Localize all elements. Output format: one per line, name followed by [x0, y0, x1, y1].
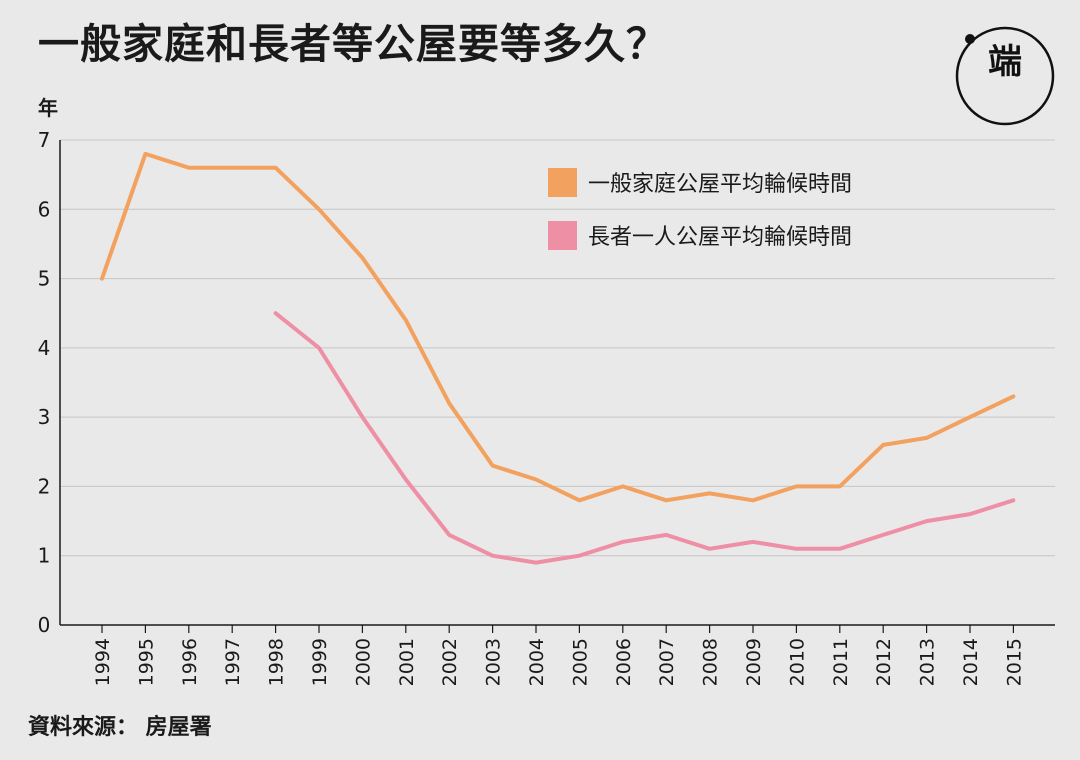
- x-tick-label-1996: 1996: [179, 638, 201, 686]
- series-0-point-1997: [230, 166, 234, 170]
- x-tick-label-2010: 2010: [786, 638, 808, 686]
- series-1-point-2014: [968, 512, 972, 516]
- y-tick-label-1: 1: [38, 544, 51, 568]
- source-note: 資料來源： 房屋署: [28, 715, 212, 740]
- series-0-point-2009: [751, 498, 755, 502]
- series-1-point-1999: [317, 346, 321, 350]
- series-0-point-1996: [187, 166, 191, 170]
- series-0-point-2004: [534, 478, 538, 481]
- y-tick-label-6: 6: [38, 197, 51, 221]
- x-tick-label-1994: 1994: [92, 638, 114, 686]
- series-1-point-2013: [925, 519, 929, 523]
- x-tick-label-2005: 2005: [569, 638, 591, 686]
- y-tick-label-2: 2: [38, 474, 51, 498]
- logo-icon: 端: [955, 26, 1055, 126]
- series-1-point-2007: [664, 533, 668, 537]
- series-0-point-1995: [143, 152, 147, 156]
- series-1-point-2012: [881, 533, 885, 537]
- legend-label-0: 一般家庭公屋平均輪候時間: [588, 172, 852, 197]
- series-line-1: [273, 311, 1016, 565]
- series-1-point-2005: [577, 554, 581, 558]
- logo-text: 端: [988, 42, 1022, 82]
- x-tick-label-1997: 1997: [222, 638, 244, 686]
- series-0-point-2012: [881, 443, 885, 447]
- y-tick-label-7: 7: [38, 128, 51, 152]
- series-1-point-2008: [708, 547, 712, 551]
- x-tick-label-2008: 2008: [700, 638, 722, 686]
- series-0-point-2013: [925, 436, 929, 440]
- series-1-point-2009: [751, 540, 755, 544]
- series-1-point-2011: [838, 547, 842, 551]
- x-tick-label-1999: 1999: [309, 638, 331, 686]
- x-tick-label-2009: 2009: [743, 638, 765, 686]
- series-1-point-2015: [1011, 498, 1015, 502]
- chart-title: 一般家庭和長者等公屋要等多久？: [38, 20, 668, 68]
- series-0-point-2011: [838, 484, 842, 488]
- series-0-point-2005: [577, 498, 581, 502]
- series-1-point-2010: [794, 547, 798, 551]
- x-tick-label-2007: 2007: [656, 638, 678, 686]
- x-tick-label-1998: 1998: [266, 638, 288, 686]
- x-tick-label-2003: 2003: [483, 638, 505, 686]
- x-tick-label-2004: 2004: [526, 638, 548, 686]
- series-1-point-2002: [447, 533, 451, 537]
- legend-swatch-1: [548, 221, 577, 250]
- x-tick-label-2014: 2014: [960, 638, 982, 686]
- series-0-point-2010: [794, 484, 798, 488]
- x-tick-label-1995: 1995: [135, 638, 157, 686]
- series-0-point-1994: [100, 277, 104, 281]
- x-tick-label-2013: 2013: [917, 638, 939, 686]
- x-tick-label-2000: 2000: [352, 638, 374, 686]
- series-1-point-2003: [491, 554, 495, 558]
- series-0-point-2001: [404, 318, 408, 322]
- series-line-0: [100, 151, 1016, 503]
- x-tick-label-2001: 2001: [396, 638, 418, 686]
- series-0-point-2014: [968, 415, 972, 419]
- x-tick-label-2002: 2002: [439, 638, 461, 686]
- legend-label-1: 長者一人公屋平均輪候時間: [588, 225, 852, 250]
- series-0-point-2006: [621, 484, 625, 488]
- series-0-point-1998: [274, 166, 278, 170]
- legend-swatch-0: [548, 168, 577, 197]
- series-1-point-2004: [534, 561, 538, 565]
- series-0-point-2000: [360, 256, 364, 260]
- series-1-point-2000: [360, 415, 364, 419]
- series-0-point-2007: [664, 498, 668, 502]
- series-0-point-2015: [1011, 394, 1015, 398]
- y-axis-unit-label: 年: [38, 96, 58, 120]
- x-tick-label-2015: 2015: [1003, 638, 1025, 686]
- y-tick-label-3: 3: [38, 405, 51, 429]
- series-1-point-2006: [621, 540, 625, 544]
- y-tick-label-4: 4: [38, 336, 51, 360]
- series-0-point-2002: [447, 401, 451, 405]
- series-1-point-1998: [274, 311, 278, 315]
- y-tick-label-0: 0: [38, 613, 51, 637]
- series-0-point-2008: [708, 491, 712, 495]
- x-tick-label-2012: 2012: [873, 638, 895, 686]
- series-1-point-2001: [404, 478, 408, 481]
- x-tick-label-2011: 2011: [830, 638, 852, 686]
- x-tick-label-2006: 2006: [613, 638, 635, 686]
- series-0-point-2003: [491, 464, 495, 468]
- series-0-point-1999: [317, 207, 321, 211]
- y-tick-label-5: 5: [38, 267, 51, 291]
